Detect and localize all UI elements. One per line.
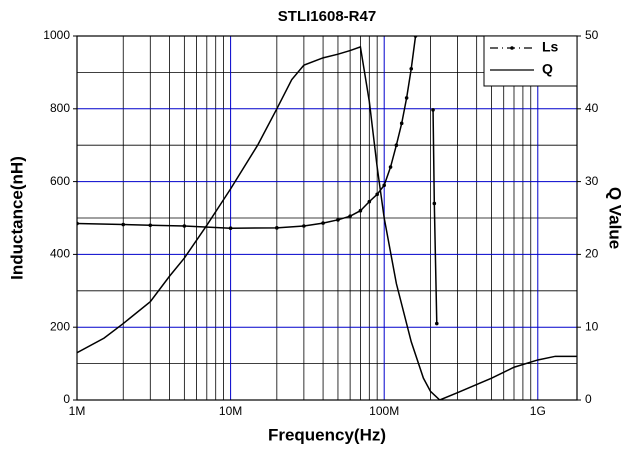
series-marker — [409, 66, 414, 71]
series-marker — [394, 143, 399, 147]
series-marker — [413, 36, 418, 38]
y2-tick-label: 20 — [585, 247, 599, 261]
series-marker — [302, 224, 306, 228]
series-marker — [404, 96, 409, 100]
series-marker — [275, 226, 279, 230]
series-marker — [182, 224, 187, 228]
x-tick-label: 100M — [369, 404, 399, 418]
series-marker — [382, 183, 386, 188]
chart-title: STLI1608-R47 — [278, 8, 376, 25]
series-marker — [348, 214, 352, 218]
x-tick-label: 10M — [219, 404, 242, 418]
series-marker — [399, 121, 404, 126]
y-tick-label: 400 — [50, 247, 70, 261]
legend-box — [483, 35, 578, 87]
series-marker — [321, 221, 325, 225]
series-line — [77, 36, 438, 324]
y2-tick-label: 50 — [585, 28, 599, 42]
series-marker — [228, 226, 233, 230]
y-tick-label: 600 — [50, 174, 70, 188]
y-tick-label: 0 — [63, 392, 70, 406]
y2-tick-label: 10 — [585, 319, 599, 333]
y-tick-label: 1000 — [43, 28, 70, 42]
x-tick-label: 1M — [69, 404, 86, 418]
x-tick-label: 1G — [530, 404, 546, 418]
y2-tick-label: 40 — [585, 101, 599, 115]
series-marker — [388, 165, 393, 169]
series-marker — [358, 208, 363, 213]
series-marker — [432, 201, 437, 206]
series-marker — [121, 222, 126, 227]
x-axis-label: Frequency(Hz) — [268, 425, 386, 444]
series-line — [77, 45, 577, 400]
y2-axis-label: Q Value — [606, 187, 624, 249]
series-marker — [77, 221, 79, 226]
series-marker — [375, 192, 379, 197]
y2-tick-label: 30 — [585, 174, 599, 188]
series-marker — [336, 218, 340, 222]
legend-label: Q — [542, 61, 553, 77]
series-marker — [434, 321, 439, 326]
y-tick-label: 800 — [50, 101, 70, 115]
y-axis-label: Inductance(nH) — [7, 156, 26, 280]
series-marker — [367, 199, 372, 204]
y-tick-label: 200 — [50, 319, 70, 333]
legend-label: Ls — [542, 39, 559, 55]
series-marker — [148, 223, 153, 228]
series-marker — [431, 108, 435, 112]
legend-marker — [510, 46, 514, 50]
y2-tick-label: 0 — [585, 392, 592, 406]
plot-frame — [76, 35, 578, 401]
